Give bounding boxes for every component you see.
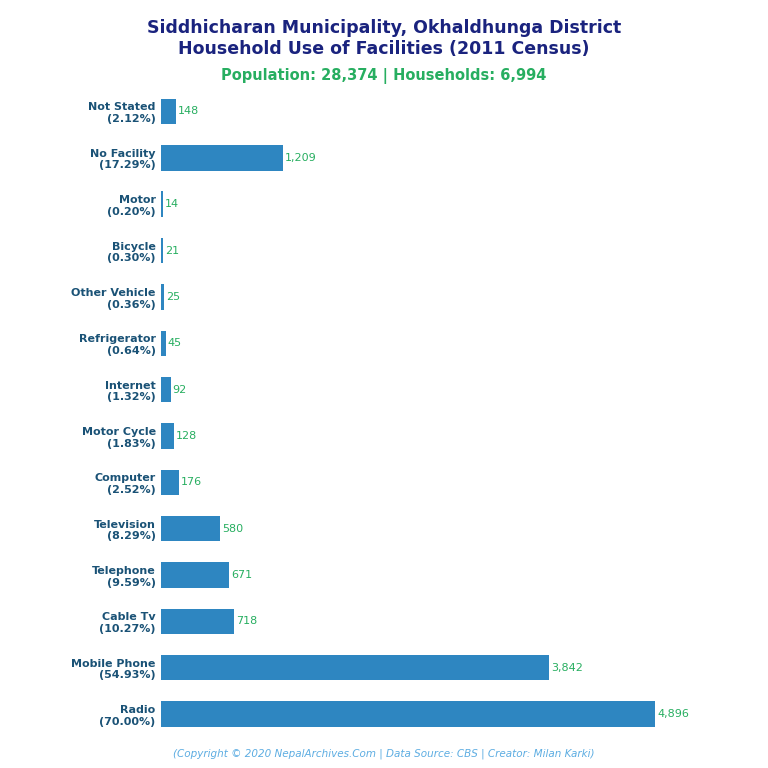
Bar bbox=[161, 99, 176, 124]
Bar bbox=[161, 238, 164, 263]
Bar bbox=[161, 609, 233, 634]
Bar bbox=[161, 284, 164, 310]
Bar bbox=[161, 191, 163, 217]
Text: 21: 21 bbox=[165, 246, 180, 256]
Text: 671: 671 bbox=[231, 570, 252, 580]
Text: 148: 148 bbox=[178, 107, 200, 117]
Text: Siddhicharan Municipality, Okhaldhunga District: Siddhicharan Municipality, Okhaldhunga D… bbox=[147, 19, 621, 37]
Text: 580: 580 bbox=[222, 524, 243, 534]
Text: Household Use of Facilities (2011 Census): Household Use of Facilities (2011 Census… bbox=[178, 40, 590, 58]
Text: 176: 176 bbox=[181, 478, 202, 488]
Text: 718: 718 bbox=[236, 617, 257, 627]
Text: 25: 25 bbox=[166, 292, 180, 302]
Text: 128: 128 bbox=[176, 431, 197, 441]
Bar bbox=[161, 562, 229, 588]
Bar bbox=[161, 469, 179, 495]
Text: (Copyright © 2020 NepalArchives.Com | Data Source: CBS | Creator: Milan Karki): (Copyright © 2020 NepalArchives.Com | Da… bbox=[174, 748, 594, 759]
Bar bbox=[161, 423, 174, 449]
Text: Population: 28,374 | Households: 6,994: Population: 28,374 | Households: 6,994 bbox=[221, 68, 547, 84]
Bar bbox=[161, 330, 166, 356]
Bar bbox=[161, 516, 220, 541]
Bar bbox=[161, 701, 655, 727]
Bar bbox=[161, 145, 283, 170]
Text: 92: 92 bbox=[173, 385, 187, 395]
Text: 3,842: 3,842 bbox=[551, 663, 583, 673]
Bar bbox=[161, 655, 548, 680]
Bar bbox=[161, 377, 170, 402]
Text: 4,896: 4,896 bbox=[657, 709, 689, 719]
Text: 1,209: 1,209 bbox=[285, 153, 317, 163]
Text: 45: 45 bbox=[168, 338, 182, 348]
Text: 14: 14 bbox=[164, 199, 179, 209]
